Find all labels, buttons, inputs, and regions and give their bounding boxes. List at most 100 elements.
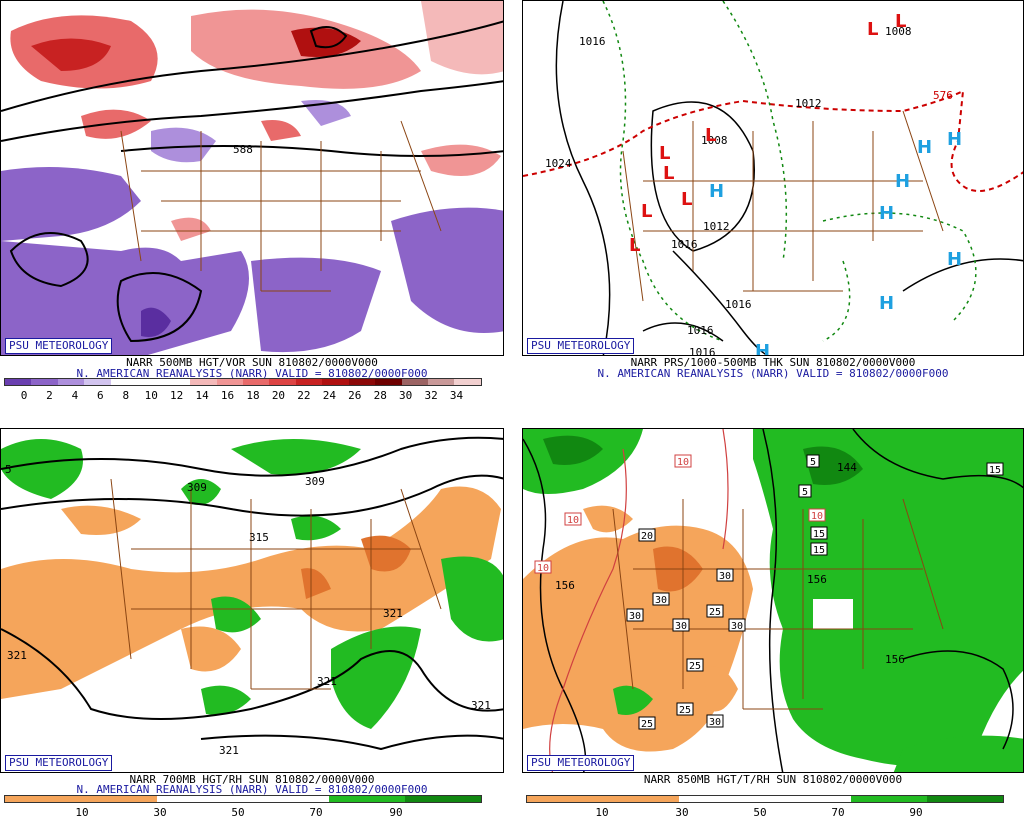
vorticity-color-scale (4, 378, 482, 386)
low-pressure-marker: L (663, 163, 674, 184)
rh-tick: 10 (595, 806, 609, 819)
isobar-label: 1016 (725, 298, 752, 311)
psu-badge: PSU METEOROLOGY (527, 755, 635, 771)
caption-line1: NARR PRS/1000-500MB THK SUN 810802/0000V… (630, 356, 916, 369)
state-boundaries (612, 498, 944, 710)
moist-area (753, 429, 1023, 767)
rh-scale-labels: 10 30 50 70 90 (0, 806, 504, 819)
contour-label: 5 (5, 463, 12, 476)
pos-vorticity-area (171, 217, 211, 241)
vorticity-scale-swatch (137, 379, 164, 385)
height-contour (1, 80, 503, 142)
rh-tick: 50 (231, 806, 245, 819)
moist-area (543, 435, 603, 465)
high-pressure-marker: H (879, 203, 894, 224)
vorticity-tick: 26 (348, 389, 362, 402)
vorticity-scale-swatch (163, 379, 191, 385)
vorticity-map: 588 PSU METEOROLOGY (0, 0, 504, 356)
contour-label: 321 (7, 649, 27, 662)
height-contour (762, 429, 784, 772)
temp-label: 25 (709, 607, 721, 618)
vorticity-tick: 6 (97, 389, 104, 402)
green-dashed-isoline (822, 212, 977, 322)
temp-label: 25 (641, 719, 653, 730)
temp-label-box: 30 (626, 608, 644, 622)
vorticity-tick: 8 (122, 389, 130, 402)
vorticity-tick: 16 (220, 389, 235, 402)
vorticity-tick: 32 (424, 389, 438, 402)
height-contour (1, 474, 503, 517)
rh-tick: 30 (675, 806, 689, 819)
rh-scale-mid (157, 796, 329, 802)
isobar-label: 1024 (545, 157, 572, 170)
high-pressure-marker: H (895, 171, 910, 192)
rh700-map: 309 309 315 321 321 321 321 321 5 PSU ME… (0, 428, 504, 773)
rh-tick: 70 (831, 806, 845, 819)
neg-vorticity-area (391, 207, 503, 333)
isobar-label: 1016 (687, 324, 714, 337)
moist-area (231, 439, 361, 475)
vorticity-tick: 22 (297, 389, 311, 402)
psu-badge: PSU METEOROLOGY (5, 338, 113, 354)
temp-label: 20 (641, 531, 653, 542)
pos-vorticity-area (31, 38, 111, 71)
temp-label: 10 (811, 511, 823, 522)
panel-500mb: 588 PSU METEOROLOGY NARR 500MB HGT/VOR S… (0, 0, 504, 404)
temp-isotherm (722, 429, 729, 550)
vorticity-scale-swatch (454, 379, 481, 385)
vorticity-tick: 18 (246, 389, 260, 402)
psu-badge: PSU METEOROLOGY (527, 338, 635, 354)
contour-label: 321 (219, 744, 239, 757)
low-pressure-marker: L (867, 19, 878, 40)
temp-label: 25 (679, 705, 691, 716)
vorticity-tick: 20 (271, 389, 286, 402)
moist-area (201, 685, 251, 715)
pos-vorticity-area (81, 109, 151, 139)
moist-area (211, 596, 261, 633)
vorticity-scale-swatch (322, 379, 349, 385)
vorticity-tick: 30 (399, 389, 413, 402)
height-contour (309, 26, 348, 49)
vorticity-tick: 0 (20, 389, 28, 402)
temp-label-box: 10 (674, 454, 692, 468)
temp-label-box: 15 (810, 526, 828, 540)
temp-label-box: 10 (534, 560, 552, 574)
height-contour (902, 650, 1014, 750)
caption-line1: NARR 850MB HGT/T/RH SUN 810802/0000V000 (643, 773, 903, 786)
temp-label-box: 30 (672, 618, 690, 632)
vorticity-tick: 2 (46, 389, 53, 402)
caption-line2: N. AMERICAN REANALYSIS (NARR) VALID = 81… (597, 367, 949, 380)
neg-vorticity-area (141, 307, 171, 337)
vorticity-scale-swatch (190, 379, 217, 385)
pressure-field: 1016 1024 1012 1008 1016 1016 1016 1016 … (523, 1, 1023, 355)
vorticity-tick: 24 (322, 389, 336, 402)
rh-scale-wet (850, 796, 927, 802)
vorticity-scale-swatch (401, 379, 428, 385)
pos-vorticity-area (261, 120, 301, 141)
height-contour (116, 272, 203, 343)
vorticity-tick: 14 (195, 389, 209, 402)
neg-vorticity-area (251, 257, 381, 353)
temp-label: 10 (567, 515, 579, 526)
green-dashed-isoline (722, 1, 788, 262)
neg-vorticity-area (1, 241, 249, 355)
height-contour (1, 20, 503, 112)
high-pressure-marker: H (947, 129, 962, 150)
rh850-map: 156 156 156 144 10 10 10 10 20 30 30 30 … (522, 428, 1024, 773)
clear-pocket (813, 599, 853, 629)
vorticity-tick: 34 (449, 389, 464, 402)
temp-label-box: 25 (638, 716, 656, 730)
isobar-label: 1012 (795, 97, 822, 110)
temp-label-box: 10 (808, 508, 826, 522)
moist-area (441, 556, 503, 642)
height-contour (523, 438, 587, 772)
vorticity-tick: 28 (373, 389, 387, 402)
vorticity-scale-swatch (242, 379, 270, 385)
rh-tick: 50 (753, 806, 767, 819)
rh-scale-dry (527, 796, 680, 802)
temp-label-box: 5 (798, 484, 812, 498)
psu-badge: PSU METEOROLOGY (5, 755, 113, 771)
vorticity-scale-swatch (348, 379, 376, 385)
height-contour (9, 232, 89, 288)
dry-area (301, 568, 331, 599)
